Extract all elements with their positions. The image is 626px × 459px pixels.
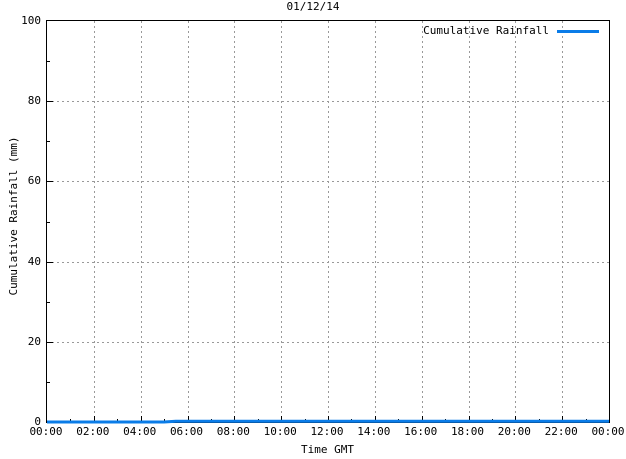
gridlines (47, 21, 609, 422)
x-tick-label: 00:00 (29, 425, 63, 438)
y-tick-label: 80 (27, 94, 41, 108)
x-tick-label: 16:00 (404, 425, 438, 438)
x-axis-title: Time GMT (301, 443, 354, 456)
x-tick-label: 18:00 (450, 425, 485, 438)
x-tick-label: 04:00 (123, 425, 157, 438)
x-tick-label: 06:00 (169, 425, 204, 438)
legend-line-swatch (557, 29, 599, 33)
y-tick-label: 20 (27, 334, 41, 348)
plot-area: Cumulative Rainfall (46, 20, 610, 424)
y-axis-tick-labels: 0 20 40 60 80 100 (0, 15, 41, 427)
x-tick-label: 14:00 (357, 425, 391, 438)
y-tick-label: 60 (27, 174, 41, 188)
x-tick-label: 12:00 (310, 425, 344, 438)
x-tick-label: 10:00 (263, 425, 297, 438)
y-tick-label: 0 (34, 415, 41, 428)
x-tick-label: 00:00 (591, 425, 625, 438)
chart-legend: Cumulative Rainfall (423, 25, 599, 37)
x-tick-label: 20:00 (497, 425, 531, 438)
x-tick-label: 02:00 (76, 425, 110, 438)
chart-title: 01/12/14 (286, 0, 340, 13)
x-axis-tick-labels: 00:00 02:00 04:00 06:00 08:00 10:00 12:00 14:00… (29, 425, 624, 440)
series-cumulative-rainfall (47, 419, 609, 424)
x-tick-label: 08:00 (216, 425, 250, 438)
x-tick-label: 22:00 (544, 425, 578, 438)
y-tick-label: 100 (21, 14, 41, 27)
legend-label: Cumulative Rainfall (423, 24, 549, 37)
y-tick-label: 40 (27, 254, 41, 268)
